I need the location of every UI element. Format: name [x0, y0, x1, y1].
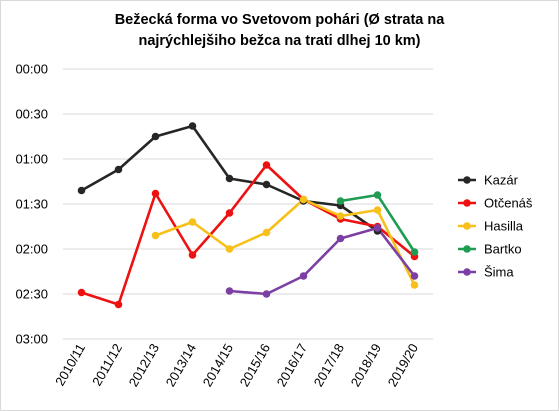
y-tick-label: 00:30 — [15, 107, 48, 122]
data-point — [299, 272, 308, 280]
legend-label: Kazár — [484, 173, 519, 188]
data-point — [373, 206, 382, 214]
gridlines — [63, 68, 433, 340]
data-point — [299, 195, 308, 204]
x-tick-label: 2014/15 — [200, 341, 236, 389]
data-point — [262, 180, 271, 189]
data-point — [336, 197, 345, 205]
data-point — [225, 209, 234, 217]
data-point — [77, 186, 86, 195]
data-point — [114, 300, 123, 309]
data-point — [188, 218, 197, 226]
data-point — [114, 165, 123, 174]
y-tick-label: 03:00 — [15, 332, 48, 347]
y-axis-ticks: 00:00 00:30 01:00 01:30 02:00 02:30 03:00 — [15, 62, 48, 347]
legend: Kazár Otčenáš Hasilla Bartko Šima — [458, 173, 533, 280]
y-tick-label: 02:30 — [15, 287, 48, 302]
legend-swatch-marker — [463, 176, 471, 184]
y-tick-label: 02:00 — [15, 242, 48, 257]
legend-label: Šima — [484, 265, 514, 280]
data-point — [225, 245, 234, 253]
series-line — [155, 198, 416, 286]
chart-title-line-2: najrýchlejšiho bežca na trati dlhej 10 k… — [138, 33, 421, 49]
data-point — [188, 122, 197, 130]
x-tick-label: 2015/16 — [237, 341, 273, 389]
series-points — [77, 122, 419, 309]
x-tick-label: 2017/18 — [311, 341, 347, 389]
data-point — [262, 228, 271, 237]
legend-label: Hasilla — [484, 219, 524, 234]
data-point — [151, 189, 160, 198]
data-point — [336, 234, 345, 243]
data-point — [262, 161, 271, 169]
data-point — [225, 174, 234, 183]
x-tick-label: 2013/14 — [163, 341, 199, 389]
x-axis-ticks: 2010/11 2011/12 2012/13 2013/14 2014/15 2015/… — [52, 341, 421, 389]
data-point — [151, 132, 160, 141]
x-tick-label: 2018/19 — [348, 341, 384, 389]
y-tick-label: 00:00 — [15, 62, 48, 77]
x-tick-label: 2016/17 — [274, 341, 310, 389]
series-line — [81, 163, 416, 306]
y-tick-label: 01:30 — [15, 197, 48, 212]
legend-swatch-marker — [463, 268, 471, 276]
x-tick-label: 2019/20 — [385, 341, 421, 389]
x-tick-label: 2010/11 — [52, 341, 88, 388]
y-tick-label: 01:00 — [15, 152, 48, 167]
legend-swatch-marker — [463, 245, 471, 253]
data-point — [410, 281, 419, 289]
legend-swatch-marker — [463, 222, 471, 230]
x-tick-label: 2012/13 — [126, 341, 162, 389]
series-line — [229, 226, 416, 296]
chart-title: Bežecká forma vo Svetovom pohári (Ø stra… — [0, 10, 559, 52]
legend-label: Bartko — [484, 242, 522, 257]
legend-swatch-marker — [463, 199, 471, 207]
data-point — [410, 248, 419, 256]
data-point — [225, 287, 234, 295]
data-point — [373, 224, 382, 232]
data-point — [410, 272, 419, 280]
x-tick-label: 2011/12 — [89, 341, 125, 388]
series-lines — [80, 124, 416, 306]
data-point — [336, 212, 345, 220]
data-point — [77, 288, 86, 297]
data-point — [262, 290, 271, 298]
data-point — [151, 231, 160, 240]
chart-title-line-1: Bežecká forma vo Svetovom pohári (Ø stra… — [114, 12, 445, 28]
legend-label: Otčenáš — [484, 196, 533, 211]
data-point — [373, 191, 382, 199]
data-point — [188, 251, 197, 259]
